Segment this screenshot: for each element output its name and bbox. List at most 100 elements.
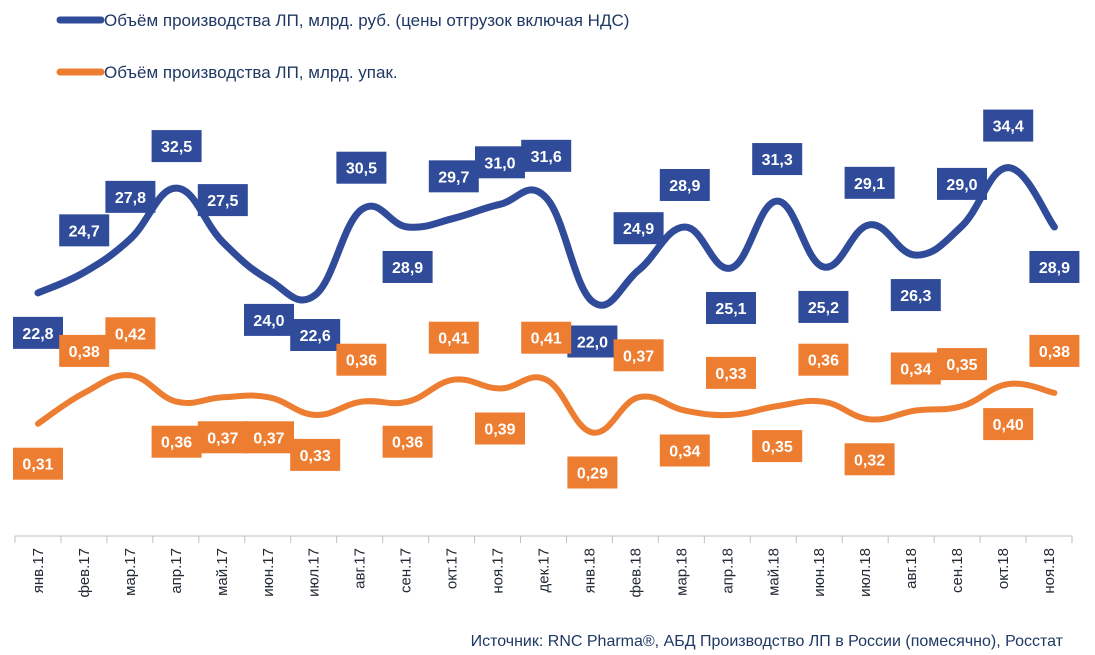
data-label-rub: 28,9 (659, 168, 710, 201)
data-label-text-rub: 27,8 (115, 190, 146, 207)
data-label-pack: 0,35 (752, 430, 803, 463)
data-label-box-pack (937, 348, 987, 381)
data-label-box-pack (706, 356, 756, 389)
x-tick-label: июн.18 (811, 548, 828, 597)
x-tick-label: мар.18 (673, 548, 690, 596)
data-label-pack: 0,33 (290, 438, 341, 471)
data-label-rub: 31,3 (752, 143, 803, 176)
data-label-rub: 24,7 (59, 214, 110, 247)
data-label-box-rub (13, 316, 63, 349)
data-label-box-pack (798, 343, 849, 376)
data-label-pack: 0,40 (983, 408, 1034, 441)
data-label-text-pack: 0,31 (22, 457, 53, 474)
data-label-pack: 0,38 (59, 334, 110, 367)
data-label-box-pack (659, 434, 710, 467)
data-label-text-rub: 24,0 (253, 313, 284, 330)
series-rub: 22,8 24,7 27,8 32,5 27,5 24,0 22,6 30,5 28,9 29,7… (13, 109, 1080, 358)
x-tick-label: июл.17 (306, 548, 323, 597)
data-label-text-rub: 25,2 (808, 300, 839, 317)
data-label-box-rub (428, 160, 479, 193)
x-axis: янв.17 фев.17 мар.17 апр.17 май.17 июн.17 июл.… (14, 535, 1073, 598)
x-tick-label: ноя.18 (1041, 548, 1058, 594)
data-label-box-pack (244, 421, 294, 454)
data-label-pack: 0,35 (937, 348, 987, 381)
data-label-rub: 28,9 (382, 250, 433, 283)
x-tick-label: июн.17 (260, 548, 277, 597)
data-label-text-pack: 0,36 (346, 353, 377, 370)
data-label-rub: 29,1 (844, 166, 895, 199)
data-label-pack: 0,36 (336, 343, 387, 376)
data-label-rub: 28,9 (1029, 250, 1080, 283)
data-label-box-pack (521, 321, 572, 354)
data-label-pack: 0,31 (13, 447, 63, 480)
legend-item-rub: Объём производства ЛП, млрд. руб. (цены … (56, 11, 629, 30)
data-label-text-rub: 29,1 (854, 176, 885, 193)
data-label-box-pack (983, 408, 1034, 441)
data-label-box-rub (336, 151, 387, 184)
data-label-box-pack (1029, 334, 1080, 367)
data-label-text-rub: 30,5 (346, 161, 377, 178)
x-tick-label: авг.18 (903, 548, 920, 589)
data-label-pack: 0,34 (890, 352, 941, 385)
x-tick-label: сен.17 (398, 548, 415, 593)
data-label-box-rub (659, 168, 710, 201)
data-label-box-rub (290, 319, 341, 352)
data-label-text-pack: 0,33 (300, 448, 331, 465)
data-label-rub: 31,6 (521, 139, 572, 172)
data-label-box-rub (613, 212, 664, 245)
data-label-text-pack: 0,35 (946, 357, 977, 374)
series-pack: 0,31 0,38 0,42 0,36 0,37 0,37 0,33 0,36 0,36 0,41… (13, 317, 1080, 489)
data-label-rub: 25,2 (798, 290, 849, 323)
x-tick-label: ноя.17 (490, 548, 507, 594)
data-label-box-pack (844, 443, 895, 476)
x-tick-label: май.18 (765, 548, 782, 596)
data-label-text-rub: 31,0 (484, 155, 515, 172)
data-label-box-rub (151, 130, 202, 163)
data-label-box-rub (197, 184, 248, 217)
data-label-pack: 0,36 (382, 425, 433, 458)
data-label-pack: 0,41 (521, 321, 572, 354)
data-label-text-rub: 27,5 (207, 193, 238, 210)
data-label-text-rub: 31,3 (762, 152, 793, 169)
data-label-text-pack: 0,32 (854, 452, 885, 469)
data-label-box-rub (798, 290, 849, 323)
data-label-box-rub (521, 139, 572, 172)
data-label-text-pack: 0,35 (762, 439, 793, 456)
data-label-text-pack: 0,36 (161, 435, 192, 452)
data-label-text-pack: 0,41 (438, 331, 469, 348)
data-label-pack: 0,39 (475, 412, 525, 445)
x-tick-label: мар.17 (122, 548, 139, 596)
source-note: Источник: RNC Pharma®, АБД Производство … (471, 633, 1064, 650)
data-label-box-pack (890, 352, 941, 385)
data-label-pack: 0,32 (844, 443, 895, 476)
data-label-pack: 0,41 (428, 321, 479, 354)
legend-item-pack: Объём производства ЛП, млрд. упак. (56, 63, 398, 82)
data-label-text-rub: 22,0 (577, 335, 608, 352)
data-label-text-pack: 0,29 (577, 466, 608, 483)
legend-label-rub: Объём производства ЛП, млрд. руб. (цены … (104, 11, 629, 30)
data-label-box-pack (105, 317, 156, 350)
data-label-rub: 22,8 (13, 316, 63, 349)
data-label-box-pack (151, 425, 202, 458)
data-label-box-pack (382, 425, 433, 458)
data-label-pack: 0,37 (244, 421, 294, 454)
data-label-text-pack: 0,38 (69, 344, 100, 361)
data-label-rub: 29,7 (428, 160, 479, 193)
data-label-rub: 34,4 (983, 109, 1034, 142)
data-label-text-rub: 22,6 (300, 328, 331, 345)
data-label-pack: 0,37 (197, 421, 248, 454)
data-label-box-pack (475, 412, 525, 445)
data-label-box-rub (752, 143, 803, 176)
data-label-box-rub (706, 292, 756, 325)
data-label-text-pack: 0,40 (993, 417, 1024, 434)
data-label-pack: 0,38 (1029, 334, 1080, 367)
data-label-text-rub: 29,7 (438, 169, 469, 186)
x-tick-label: окт.18 (995, 548, 1012, 589)
data-label-text-pack: 0,42 (115, 326, 146, 343)
x-tick-label: апр.17 (168, 548, 185, 594)
data-label-rub: 32,5 (151, 130, 202, 163)
data-label-text-pack: 0,36 (392, 435, 423, 452)
x-tick-label: апр.18 (719, 548, 736, 594)
data-label-text-pack: 0,37 (623, 348, 654, 365)
data-label-box-rub (1029, 250, 1080, 283)
